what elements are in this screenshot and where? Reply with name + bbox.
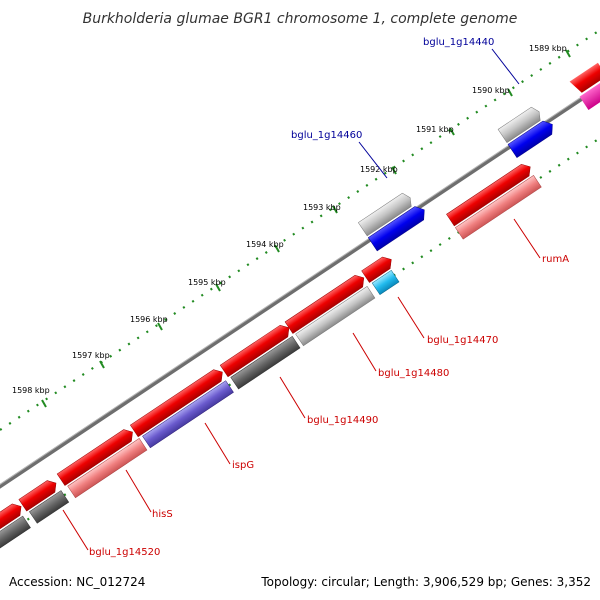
- gene-rumA-red[interactable]: [446, 161, 534, 227]
- gene-hisS-red[interactable]: [56, 426, 136, 486]
- gene-label-bglu-1g14460[interactable]: bglu_1g14460: [291, 130, 362, 141]
- tick-label: 1591 kbp: [416, 125, 454, 134]
- outer-tick-ring: [0, 29, 600, 431]
- tick-label: 1592 kbp: [360, 165, 398, 174]
- gene-red-partial[interactable]: [569, 62, 600, 95]
- gene-magenta-partial[interactable]: [579, 77, 600, 110]
- gene-label-ispG[interactable]: ispG: [232, 460, 254, 471]
- gene-bglu-1g14490-dark[interactable]: [230, 335, 301, 390]
- gene-label-bglu-1g14440[interactable]: bglu_1g14440: [423, 37, 494, 48]
- gene-bglu-1g14470-red[interactable]: [361, 254, 396, 283]
- label-leaders-bottom: [62, 218, 541, 551]
- gene-bglu-1g14440-blue[interactable]: [507, 118, 557, 159]
- gene-label-bglu-1g14520[interactable]: bglu_1g14520: [89, 547, 160, 558]
- genome-backbone-highlight: [0, 84, 600, 485]
- tick-label: 1594 kbp: [246, 240, 284, 249]
- gene-left-dark[interactable]: [0, 515, 31, 556]
- topology-text: Topology: circular; Length: 3,906,529 bp…: [260, 575, 591, 589]
- gene-ispG-red[interactable]: [129, 366, 226, 438]
- gene-bglu-1g14480-gray[interactable]: [295, 286, 376, 347]
- gene-label-bglu-1g14490[interactable]: bglu_1g14490: [307, 415, 378, 426]
- gene-bglu-1g14460-gray[interactable]: [357, 191, 414, 237]
- tick-label: 1589 kbp: [529, 44, 567, 53]
- tick-labels: 1589 kbp 1590 kbp 1591 kbp 1592 kbp 1593…: [12, 44, 567, 395]
- gene-bglu-1g14520-dark[interactable]: [29, 490, 70, 524]
- map-title: Burkholderia glumae BGR1 chromosome 1, c…: [83, 11, 518, 27]
- gene-track: [0, 62, 600, 556]
- gene-bglu-1g14470-cyan[interactable]: [371, 269, 400, 296]
- tick-label: 1595 kbp: [188, 278, 226, 287]
- gene-hisS-pink[interactable]: [67, 438, 148, 499]
- tick-label: 1590 kbp: [472, 86, 510, 95]
- label-leaders-top: [358, 48, 520, 179]
- tick-label: 1596 kbp: [130, 315, 168, 324]
- gene-label-rumA[interactable]: rumA: [542, 254, 569, 265]
- gene-bglu-1g14490-red[interactable]: [219, 322, 293, 378]
- gene-label-bglu-1g14480[interactable]: bglu_1g14480: [378, 368, 449, 379]
- tick-label: 1598 kbp: [12, 386, 50, 395]
- gene-bglu-1g14440-gray[interactable]: [497, 105, 543, 144]
- gene-ispG-purple[interactable]: [142, 380, 234, 449]
- gene-bglu-1g14460-blue[interactable]: [367, 203, 428, 252]
- gene-label-hisS[interactable]: hisS: [152, 509, 173, 520]
- genome-backbone: [0, 84, 600, 489]
- gene-left-red[interactable]: [0, 501, 25, 543]
- gene-label-bglu-1g14470[interactable]: bglu_1g14470: [427, 335, 498, 346]
- accession-text: Accession: NC_012724: [9, 575, 145, 589]
- gene-bglu-1g14480-red[interactable]: [284, 272, 368, 334]
- tick-label: 1593 kbp: [303, 203, 341, 212]
- tick-label: 1597 kbp: [72, 351, 110, 360]
- gene-rumA-pink[interactable]: [455, 175, 542, 240]
- gene-bglu-1g14520-red[interactable]: [18, 477, 60, 512]
- major-ticks: [41, 49, 571, 408]
